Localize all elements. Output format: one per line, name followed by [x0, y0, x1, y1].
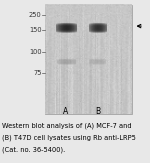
Text: 100: 100 — [29, 49, 42, 55]
Text: Western blot analysis of (A) MCF-7 and: Western blot analysis of (A) MCF-7 and — [2, 122, 131, 129]
Text: 150: 150 — [29, 27, 42, 33]
Text: B: B — [95, 107, 100, 116]
Text: A: A — [63, 107, 69, 116]
Text: 75: 75 — [33, 70, 42, 76]
Bar — [45, 5, 132, 114]
Text: (Cat. no. 36-5400).: (Cat. no. 36-5400). — [2, 147, 65, 153]
Text: (B) T47D cell lysates using Rb anti-LRP5: (B) T47D cell lysates using Rb anti-LRP5 — [2, 134, 135, 141]
Text: 250: 250 — [29, 12, 42, 18]
